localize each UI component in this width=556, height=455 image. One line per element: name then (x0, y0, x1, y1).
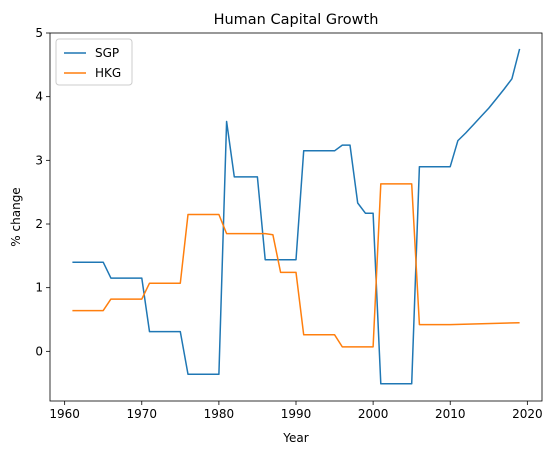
x-tick-label: 2000 (358, 407, 389, 421)
y-tick-label: 2 (35, 217, 43, 231)
x-tick-label: 1960 (49, 407, 80, 421)
y-axis-label: % change (9, 187, 23, 246)
legend: SGP HKG (55, 38, 133, 86)
y-tick-label: 3 (35, 153, 43, 167)
legend-label-hkg: HKG (95, 66, 121, 80)
legend-label-sgp: SGP (95, 46, 119, 60)
x-tick-label: 1970 (126, 407, 157, 421)
y-axis: 0 1 2 3 4 5 (35, 26, 50, 358)
plot-frame (49, 32, 543, 402)
y-tick-label: 1 (35, 281, 43, 295)
y-tick-label: 0 (35, 344, 43, 358)
x-axis: 1960 1970 1980 1990 2000 2010 2020 (49, 401, 543, 421)
chart-title: Human Capital Growth (214, 12, 379, 28)
x-tick-label: 1990 (281, 407, 312, 421)
x-tick-label: 1980 (204, 407, 235, 421)
plot-area (49, 32, 543, 402)
series-line-hkg (72, 183, 520, 348)
y-tick-label: 4 (35, 90, 43, 104)
x-tick-label: 2010 (435, 407, 466, 421)
x-axis-label: Year (282, 431, 308, 445)
series-line-sgp (72, 48, 521, 385)
x-tick-label: 2020 (512, 407, 543, 421)
y-tick-label: 5 (35, 26, 43, 40)
